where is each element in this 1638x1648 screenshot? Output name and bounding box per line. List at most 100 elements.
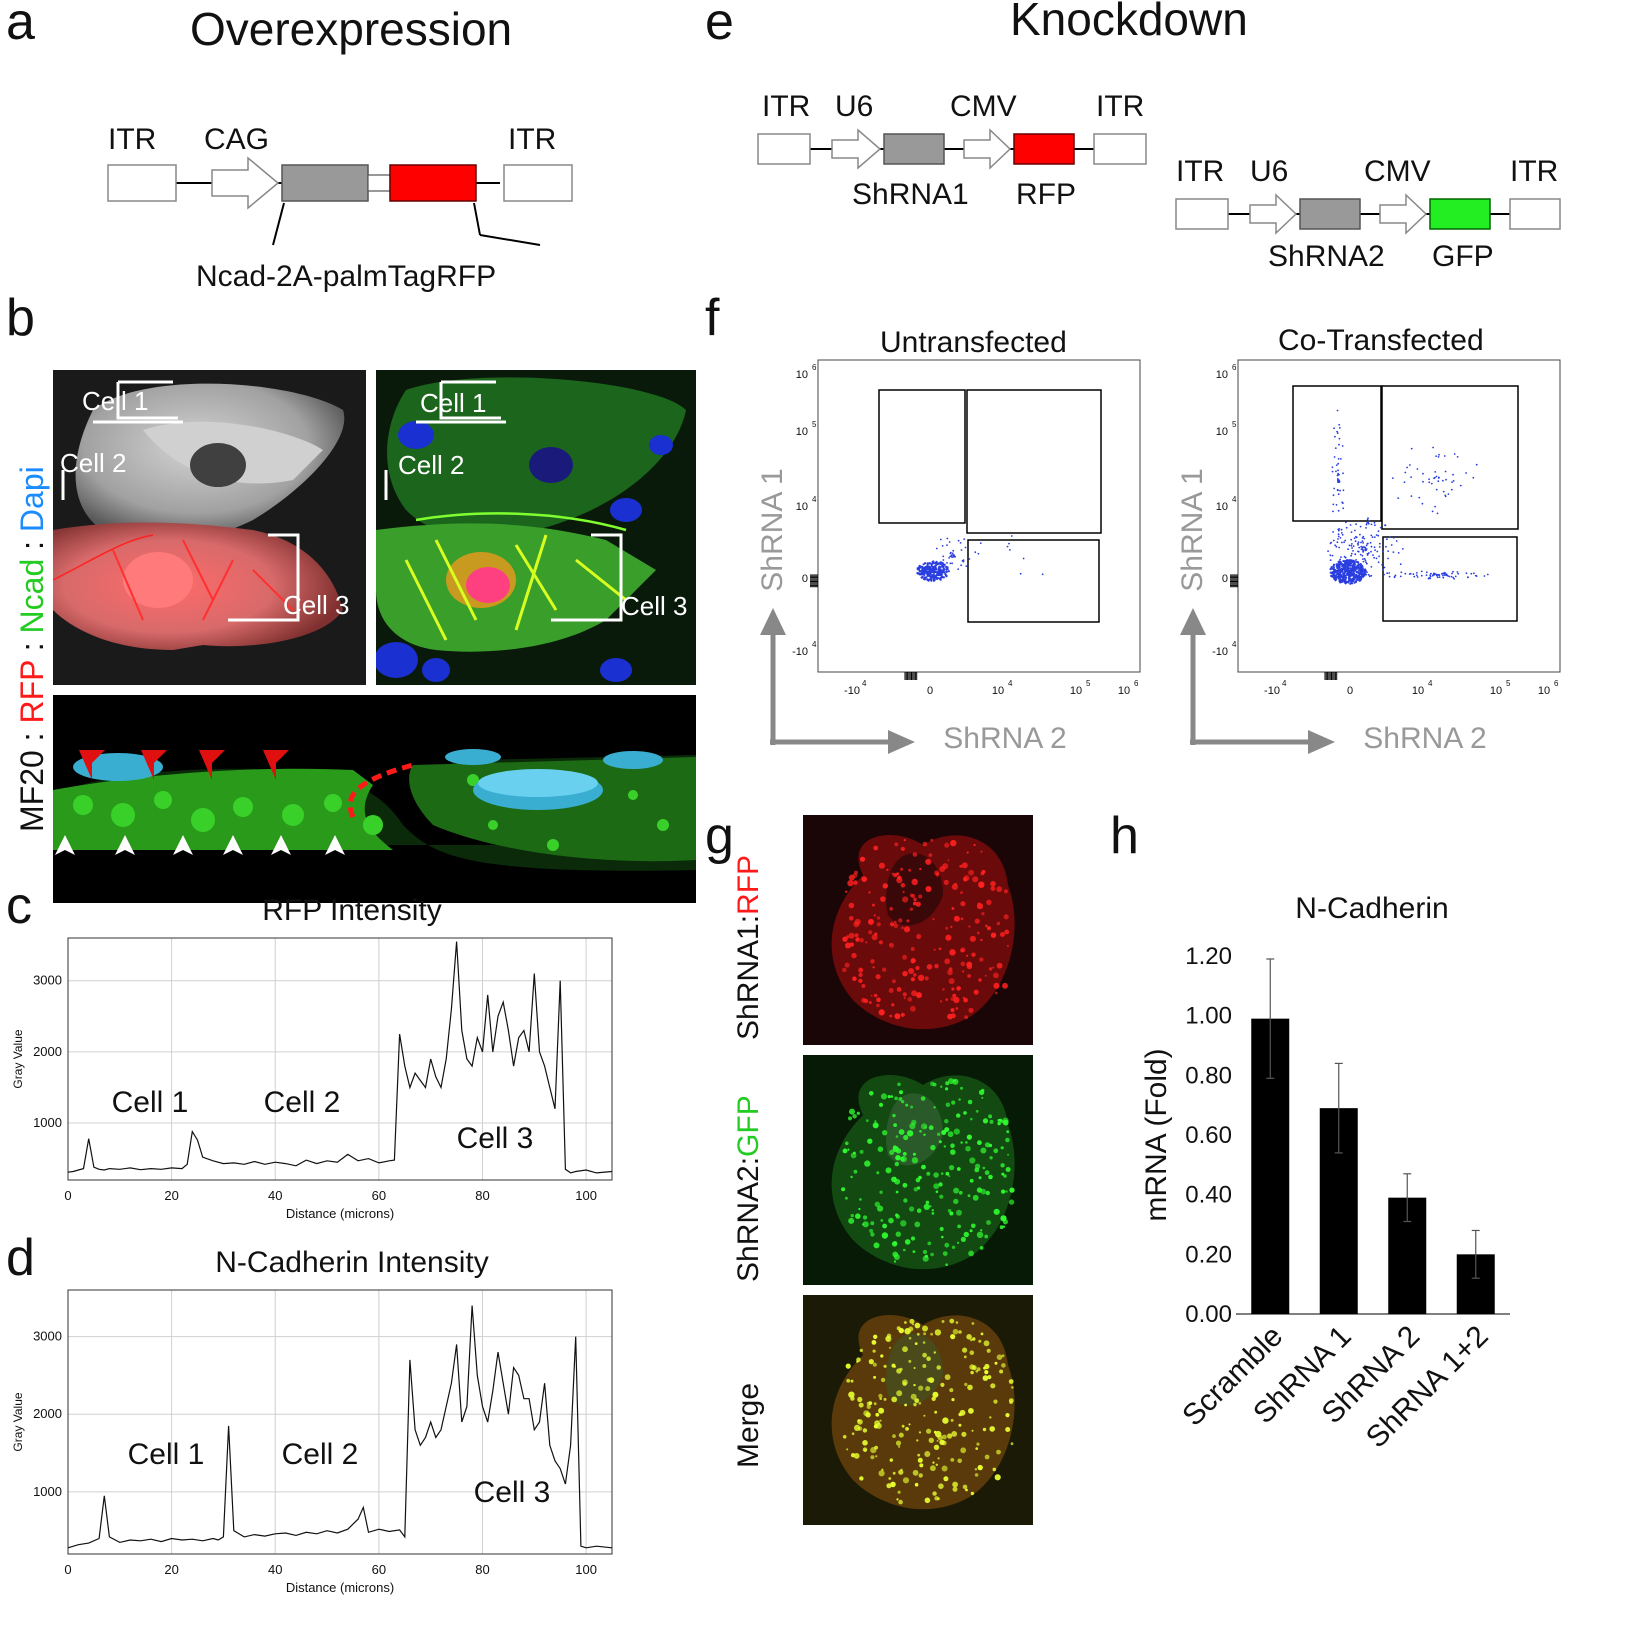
- flow-event-dot: [974, 551, 977, 554]
- fluorescent-cell-dot: [864, 1160, 871, 1167]
- flow-event-dot: [1444, 573, 1446, 575]
- fluorescent-cell-dot: [898, 918, 903, 923]
- flow-event-dot: [951, 556, 953, 559]
- cell-annotation: Cell 2: [264, 1086, 341, 1119]
- fluorescent-cell-dot: [997, 1121, 1001, 1126]
- flow-event-dot: [1385, 545, 1387, 548]
- fluorescent-cell-dot: [930, 1465, 936, 1472]
- y-axis-label: ShRNA 1: [1176, 468, 1209, 591]
- panel-letter-e: e: [705, 0, 734, 51]
- flow-event-dot: [1339, 489, 1341, 492]
- flow-event-dot: [1335, 504, 1338, 506]
- fluorescent-cell-dot: [958, 1330, 962, 1334]
- fluorescent-cell-dot: [941, 1320, 945, 1323]
- fluorescent-cell-dot: [982, 1166, 986, 1170]
- y-tick-exponent: 4: [812, 495, 817, 504]
- flow-event-dot: [1420, 574, 1423, 577]
- fluorescent-cell-dot: [953, 996, 960, 1004]
- fluorescent-cell-dot: [990, 1383, 996, 1389]
- fluorescent-cell-dot: [962, 996, 965, 999]
- flow-event-dot: [1009, 549, 1011, 551]
- g-row2-label: ShRNA2:GFP: [732, 1095, 765, 1282]
- fluorescent-cell-dot: [878, 940, 883, 945]
- fluorescent-cell-dot: [963, 997, 968, 1003]
- y-tick-label: 1.20: [1185, 943, 1232, 970]
- flow-event-dot: [1377, 534, 1380, 537]
- fluorescent-cell-dot: [949, 1388, 954, 1393]
- fluorescent-cell-dot: [950, 1008, 955, 1013]
- fluorescent-cell-dot: [949, 1211, 954, 1216]
- fluorescent-cell-dot: [934, 963, 939, 969]
- cell-1-label: Cell 1: [420, 388, 487, 418]
- intensity-line: [67, 941, 613, 1174]
- flow-event-dot: [925, 565, 928, 568]
- itr-label: ITR: [1096, 90, 1145, 123]
- fluorescent-cell-dot: [974, 1167, 980, 1173]
- flow-event-dot: [951, 562, 953, 565]
- x-tick-label: 60: [372, 1188, 386, 1203]
- fluorescent-cell-dot: [928, 853, 933, 857]
- flow-event-dot: [1337, 560, 1340, 563]
- fluorescent-cell-dot: [947, 1131, 954, 1138]
- flow-event-dot: [1456, 571, 1459, 573]
- ncad-box: [281, 164, 369, 202]
- fluorescent-cell-dot: [870, 994, 873, 997]
- cell-annotation: Cell 2: [282, 1438, 359, 1471]
- flow-event-dot: [1332, 568, 1335, 571]
- flow-event-dot: [1475, 575, 1478, 577]
- fluorescent-cell-dot: [916, 1439, 919, 1442]
- flow-event-dot: [965, 565, 968, 567]
- y-axis-label: Gray Value: [11, 1029, 25, 1088]
- flow-event-dot: [1344, 577, 1347, 580]
- fluorescent-cell-dot: [888, 1477, 892, 1480]
- fluorescent-cell-dot: [940, 1382, 945, 1387]
- fluorescent-cell-dot: [917, 1453, 921, 1457]
- fluorescent-cell-dot: [928, 1437, 934, 1443]
- fluorescent-cell-dot: [922, 1352, 927, 1358]
- fluorescent-cell-dot: [950, 839, 957, 847]
- panel-b-stain-label: MF20 : RFP : Ncad : Dapi: [14, 466, 50, 832]
- flow-event-dot: [1387, 550, 1389, 552]
- flow-event-dot: [1359, 564, 1362, 567]
- flow-event-dot: [977, 552, 980, 555]
- fluorescent-cell-dot: [873, 993, 878, 998]
- fluorescent-cell-dot: [937, 1457, 940, 1460]
- fluorescent-cell-dot: [1005, 1190, 1008, 1193]
- fluorescent-cell-dot: [1010, 1442, 1014, 1446]
- fluorescent-cell-dot: [994, 991, 998, 995]
- y-tick-label: 10: [796, 501, 808, 513]
- y-tick-label: 0.80: [1185, 1062, 1232, 1089]
- fluorescent-cell-dot: [996, 1354, 1003, 1360]
- fluorescent-cell-dot: [893, 923, 898, 928]
- flow-event-dot: [945, 570, 948, 573]
- x-tick-exponent: 4: [862, 679, 867, 688]
- flow-event-dot: [1397, 497, 1400, 499]
- fluorescent-cell-dot: [942, 1417, 949, 1424]
- fluorescent-cell-dot: [947, 1433, 953, 1439]
- y-tick-exponent: 4: [812, 640, 817, 649]
- fluorescent-cell-dot: [994, 1474, 1001, 1481]
- flow-event-dot: [928, 562, 931, 565]
- flow-event-dot: [1345, 526, 1348, 529]
- fluorescent-cell-dot: [855, 937, 860, 942]
- flow-event-dot: [1483, 575, 1486, 577]
- fluorescent-cell-dot: [938, 1140, 942, 1144]
- fluorescent-cell-dot: [960, 948, 965, 953]
- cag-label: CAG: [204, 123, 270, 156]
- stain-label-dapi: Dapi: [14, 466, 50, 533]
- fluorescent-cell-dot: [861, 876, 868, 882]
- fluorescent-cell-dot: [947, 969, 953, 976]
- flow-event-dot: [928, 565, 931, 568]
- flow-event-dot: [1337, 472, 1339, 475]
- fluorescent-cell-dot: [925, 886, 932, 892]
- fluorescent-cell-dot: [898, 1469, 904, 1475]
- panel-letter-g: g: [705, 807, 734, 865]
- fluorescent-cell-dot: [952, 1481, 958, 1488]
- y-tick-label: 10: [1216, 369, 1228, 381]
- fluorescent-cell-dot: [896, 1326, 901, 1331]
- x-tick-label: 40: [268, 1562, 282, 1577]
- fluorescent-cell-dot: [944, 1374, 951, 1380]
- y-tick-exponent: 6: [812, 363, 817, 372]
- fluorescent-cell-dot: [956, 1167, 961, 1171]
